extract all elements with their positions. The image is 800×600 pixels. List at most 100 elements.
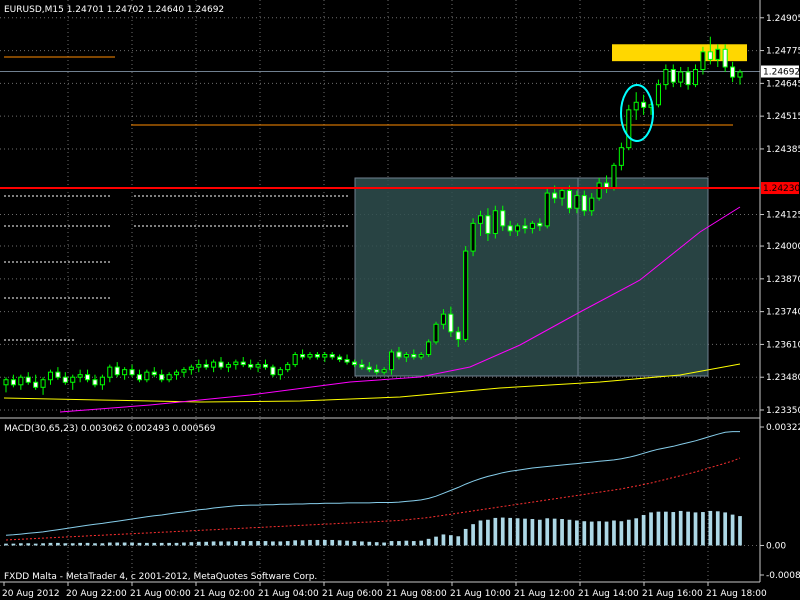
- candle-bull: [122, 369, 128, 376]
- macd-hist-bar: [293, 540, 298, 546]
- macd-hist-bar: [448, 535, 453, 546]
- candle-bull: [77, 374, 83, 378]
- candle-bear: [351, 361, 358, 366]
- candle-bull: [47, 371, 54, 381]
- support-price-tag: [761, 182, 799, 195]
- macd-hist-bar: [145, 542, 149, 546]
- x-tick-label: 21 Aug 12:00: [514, 589, 575, 599]
- macd-hist-bar: [619, 521, 624, 546]
- x-tick-label: 21 Aug 06:00: [322, 589, 383, 599]
- macd-hist-bar: [182, 542, 186, 546]
- macd-hist-bar: [130, 542, 134, 546]
- macd-hist-bar: [664, 511, 668, 546]
- macd-hist-bar: [167, 542, 171, 546]
- candle-bull: [196, 364, 202, 368]
- macd-hist-bar: [152, 542, 157, 546]
- candle-bear: [455, 331, 461, 340]
- candle-bear: [300, 354, 306, 358]
- candle-bull: [403, 354, 409, 358]
- macd-hist-bar: [463, 528, 468, 546]
- macd-hist-bar: [575, 520, 579, 546]
- macd-hist-bar: [263, 541, 268, 546]
- x-tick-label: 20 Aug 22:00: [66, 589, 127, 599]
- macd-hist-bar: [389, 541, 394, 546]
- price-axis: 1.24905 1.24775 1.24645 1.24515 1.24385 1.241…: [760, 14, 800, 416]
- candle-bull: [144, 371, 150, 381]
- macd-hist-bar: [471, 524, 475, 546]
- candle-bear: [366, 366, 372, 371]
- y-tick-label: 1.24775: [766, 47, 800, 57]
- candle-bull: [181, 369, 187, 373]
- macd-hist-bar: [656, 511, 661, 546]
- macd-hist-bar: [122, 542, 127, 546]
- macd-hist-bar: [686, 511, 690, 546]
- candle-bear: [396, 351, 402, 358]
- candle-bear: [270, 366, 276, 376]
- macd-hist-bar: [211, 541, 216, 546]
- x-tick-label: 21 Aug 00:00: [130, 589, 191, 599]
- candle-bear: [136, 374, 142, 381]
- footer-copyright: FXDD Malta - MetaTrader 4, c 2001-2012, …: [4, 572, 317, 582]
- macd-hist-bar: [56, 542, 60, 546]
- candle-bull: [515, 225, 521, 232]
- candle-bear: [25, 376, 31, 383]
- candle-bull: [40, 379, 46, 388]
- macd-hist-bar: [330, 539, 335, 546]
- time-axis: 20 Aug 2012 20 Aug 22:00 21 Aug 00:00 21 Au…: [2, 582, 767, 599]
- macd-hist-bar: [93, 543, 97, 546]
- candle-bull: [678, 71, 684, 83]
- macd-hist-bar: [271, 541, 275, 546]
- candle-bull: [715, 48, 721, 60]
- macd-hist-bar: [434, 536, 438, 546]
- x-tick-label: 21 Aug 18:00: [706, 589, 767, 599]
- candle-bear: [159, 374, 165, 381]
- macd-hist-bar: [671, 512, 676, 546]
- analysis-box: [354, 177, 709, 377]
- macd-axis: 0.003225 0.00 -0.000804: [760, 423, 800, 581]
- macd-hist-bar: [715, 511, 720, 546]
- macd-hist-bar: [560, 519, 564, 546]
- macd-hist-bar: [486, 519, 490, 546]
- macd-hist-bar: [723, 512, 728, 546]
- macd-histogram: [4, 510, 742, 546]
- macd-hist-bar: [241, 541, 246, 546]
- macd-hist-bar: [374, 542, 379, 546]
- macd-hist-bar: [159, 542, 164, 546]
- macd-hist-bar: [360, 541, 364, 546]
- macd-hist-bar: [701, 512, 705, 546]
- candle-bear: [670, 68, 676, 83]
- candle-bear: [262, 364, 269, 368]
- macd-hist-bar: [300, 540, 305, 546]
- candle-bull: [225, 364, 231, 368]
- candle-bull: [99, 376, 105, 386]
- macd-hist-bar: [11, 543, 16, 546]
- macd-hist-bar: [204, 541, 209, 546]
- candle-bull: [737, 71, 743, 78]
- candle-bull: [633, 101, 639, 111]
- macd-hist-bar: [226, 541, 231, 546]
- macd-hist-bar: [219, 541, 223, 546]
- macd-hist-bar: [367, 541, 372, 546]
- macd-hist-bar: [397, 541, 401, 546]
- candle-bull: [292, 354, 298, 366]
- macd-hist-bar: [107, 542, 112, 546]
- moving-averages: [3, 206, 741, 413]
- macd-grid: [0, 419, 760, 581]
- macd-hist-bar: [70, 543, 75, 546]
- macd-hist-bar: [411, 541, 416, 546]
- candle-bull: [692, 68, 699, 86]
- macd-hist-bar: [552, 518, 557, 546]
- candle-bear: [55, 371, 61, 378]
- macd-hist-bar: [649, 512, 653, 546]
- macd-hist-bar: [738, 516, 742, 546]
- candle-bull: [277, 369, 283, 376]
- candle-bear: [62, 376, 68, 383]
- macd-hist-bar: [256, 541, 260, 546]
- ma-fast-line: [59, 206, 741, 413]
- support-price-label: 1.24230: [763, 184, 800, 194]
- macd-hist-bar: [248, 541, 253, 546]
- candle-bull: [433, 323, 439, 343]
- macd-hist-bar: [589, 521, 594, 546]
- macd-hist-bar: [441, 534, 446, 546]
